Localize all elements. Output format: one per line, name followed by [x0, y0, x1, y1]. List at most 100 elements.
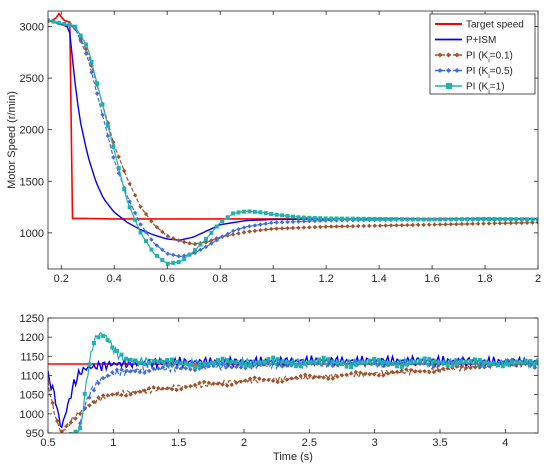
top-point-pi1 — [350, 216, 355, 221]
bottom-point-pi01 — [348, 371, 354, 376]
bottom-point-pi01 — [367, 372, 372, 377]
bottom-point-pi05 — [183, 366, 189, 371]
top-point-pi01 — [230, 232, 236, 237]
top-point-pi1 — [291, 214, 295, 219]
top-point-pi01 — [165, 234, 170, 239]
top-point-pi05 — [154, 243, 160, 248]
top-x-tick-label: 1.2 — [318, 273, 333, 285]
top-point-pi01 — [269, 226, 274, 232]
bottom-x-tick-label: 2.5 — [302, 437, 317, 449]
bottom-point-pi1 — [335, 360, 340, 365]
top-point-pi05 — [83, 51, 89, 56]
top-point-pi1 — [378, 216, 383, 221]
top-point-pi1 — [296, 215, 301, 220]
bottom-point-pi01 — [206, 380, 211, 385]
top-point-pi1 — [525, 217, 530, 222]
top-point-pi01 — [203, 240, 209, 245]
bottom-x-tick-label: 1 — [110, 437, 116, 449]
bottom-point-pi01 — [87, 403, 92, 408]
bottom-point-pi1 — [358, 361, 363, 366]
top-point-pi1 — [318, 216, 323, 221]
bottom-series-pi01 — [48, 359, 538, 433]
bottom-point-pi01 — [293, 375, 299, 380]
top-point-pi01 — [138, 204, 143, 209]
bottom-series-group — [48, 331, 538, 433]
bottom-point-pi01 — [165, 386, 170, 391]
top-point-pi1 — [514, 217, 519, 222]
top-point-pi1 — [301, 215, 306, 220]
bottom-point-pi1 — [408, 360, 413, 365]
top-point-pi1 — [508, 217, 513, 222]
bottom-point-pi01 — [463, 365, 469, 371]
bottom-point-pi1 — [317, 357, 322, 362]
bottom-point-pi1 — [496, 363, 501, 368]
top-point-pi05 — [263, 221, 268, 226]
top-point-pi05 — [116, 170, 121, 176]
bottom-point-pi1 — [147, 361, 152, 366]
bottom-point-pi1 — [372, 356, 377, 361]
top-point-pi1 — [84, 42, 89, 47]
top-point-pi1 — [432, 217, 437, 222]
top-point-pi1 — [334, 216, 339, 221]
bottom-point-pi01 — [252, 375, 257, 380]
top-y-tick-label: 1500 — [20, 176, 44, 188]
top-point-pi01 — [372, 223, 377, 228]
bottom-point-pi01 — [399, 368, 404, 373]
top-point-pi1 — [503, 217, 508, 222]
bottom-point-pi05 — [284, 363, 290, 368]
bottom-point-pi1 — [234, 360, 239, 365]
bottom-point-pi1 — [514, 360, 519, 365]
top-point-pi1 — [73, 24, 78, 29]
top-point-pi1 — [160, 258, 165, 263]
top-point-pi1 — [492, 217, 497, 222]
top-point-pi05 — [89, 70, 94, 75]
top-x-tick-label: 1.6 — [424, 273, 439, 285]
top-point-pi01 — [318, 224, 323, 230]
bottom-point-pi01 — [201, 379, 207, 385]
bottom-point-pi1 — [294, 364, 299, 369]
bottom-point-pi05 — [146, 368, 152, 374]
top-point-pi01 — [465, 221, 470, 227]
top-point-pi05 — [290, 219, 296, 224]
top-point-pi1 — [203, 237, 208, 242]
bottom-point-pi1 — [174, 359, 179, 364]
top-point-pi05 — [176, 254, 181, 259]
top-point-pi1 — [258, 210, 263, 215]
bottom-point-pi1 — [248, 363, 253, 368]
bottom-y-tick-label: 1050 — [20, 390, 44, 402]
top-point-pi01 — [307, 225, 312, 230]
bottom-point-pi01 — [376, 373, 381, 378]
bottom-point-pi1 — [459, 360, 464, 365]
top-point-pi05 — [214, 237, 219, 243]
bottom-point-pi1 — [110, 345, 115, 350]
top-point-pi01 — [187, 241, 192, 246]
legend-label-pi1: PI (Ki=1) — [466, 82, 505, 96]
top-point-pi01 — [296, 225, 301, 230]
top-y-tick-label: 1000 — [20, 228, 44, 240]
top-point-pi01 — [361, 223, 366, 229]
bottom-point-pi01 — [362, 371, 368, 377]
bottom-point-pi01 — [54, 418, 60, 424]
bottom-y-axis: 950 1000 1050 1100 1150 1200 1250 — [20, 313, 538, 440]
top-point-pi05 — [181, 253, 187, 258]
top-point-pi1 — [280, 213, 285, 218]
top-point-pi05 — [230, 228, 236, 234]
bottom-point-pi01 — [100, 393, 106, 398]
top-point-pi1 — [367, 216, 372, 221]
bottom-point-pi1 — [96, 335, 101, 340]
top-point-pi01 — [524, 220, 530, 225]
bottom-point-pi01 — [371, 372, 377, 377]
bottom-point-pi01 — [247, 376, 253, 381]
bottom-point-pi01 — [220, 382, 225, 387]
bottom-point-pi05 — [169, 363, 175, 368]
bottom-point-pi01 — [266, 377, 271, 383]
top-point-pi01 — [301, 225, 307, 230]
top-point-pi01 — [328, 224, 334, 229]
legend-item-pi05: PI (Ki=0.5) — [435, 66, 513, 80]
top-point-pi1 — [530, 217, 535, 222]
bottom-point-pi01 — [440, 366, 446, 371]
bottom-point-pi1 — [160, 359, 165, 364]
top-point-pi05 — [307, 218, 312, 224]
bottom-point-pi05 — [188, 367, 193, 372]
